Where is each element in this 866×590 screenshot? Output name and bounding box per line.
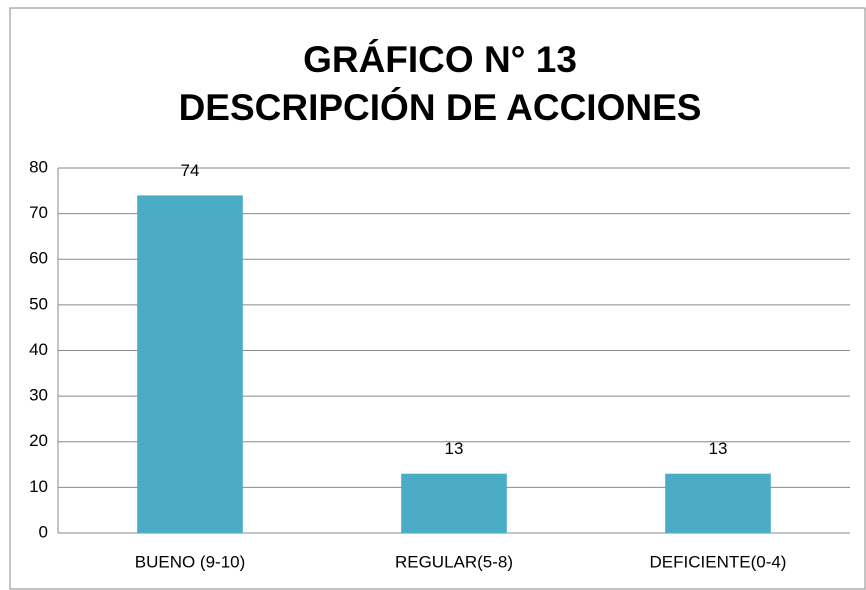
data-label: 13 xyxy=(709,439,728,458)
y-tick-label: 0 xyxy=(39,522,48,541)
chart-title: GRÁFICO N° 13 xyxy=(303,39,577,80)
x-tick-label: DEFICIENTE(0-4) xyxy=(650,552,787,571)
data-label: 74 xyxy=(181,161,200,180)
bar xyxy=(137,195,243,533)
y-tick-label: 70 xyxy=(29,203,48,222)
y-tick-label: 60 xyxy=(29,249,48,268)
y-tick-label: 50 xyxy=(29,294,48,313)
data-label: 13 xyxy=(445,439,464,458)
y-tick-label: 80 xyxy=(29,157,48,176)
chart-subtitle: DESCRIPCIÓN DE ACCIONES xyxy=(179,86,702,128)
y-tick-label: 20 xyxy=(29,431,48,450)
x-tick-label: REGULAR(5-8) xyxy=(395,552,513,571)
y-tick-label: 40 xyxy=(29,340,48,359)
y-tick-label: 10 xyxy=(29,477,48,496)
bar xyxy=(401,473,507,533)
bar xyxy=(665,473,771,533)
y-tick-label: 30 xyxy=(29,386,48,405)
x-tick-label: BUENO (9-10) xyxy=(135,552,246,571)
